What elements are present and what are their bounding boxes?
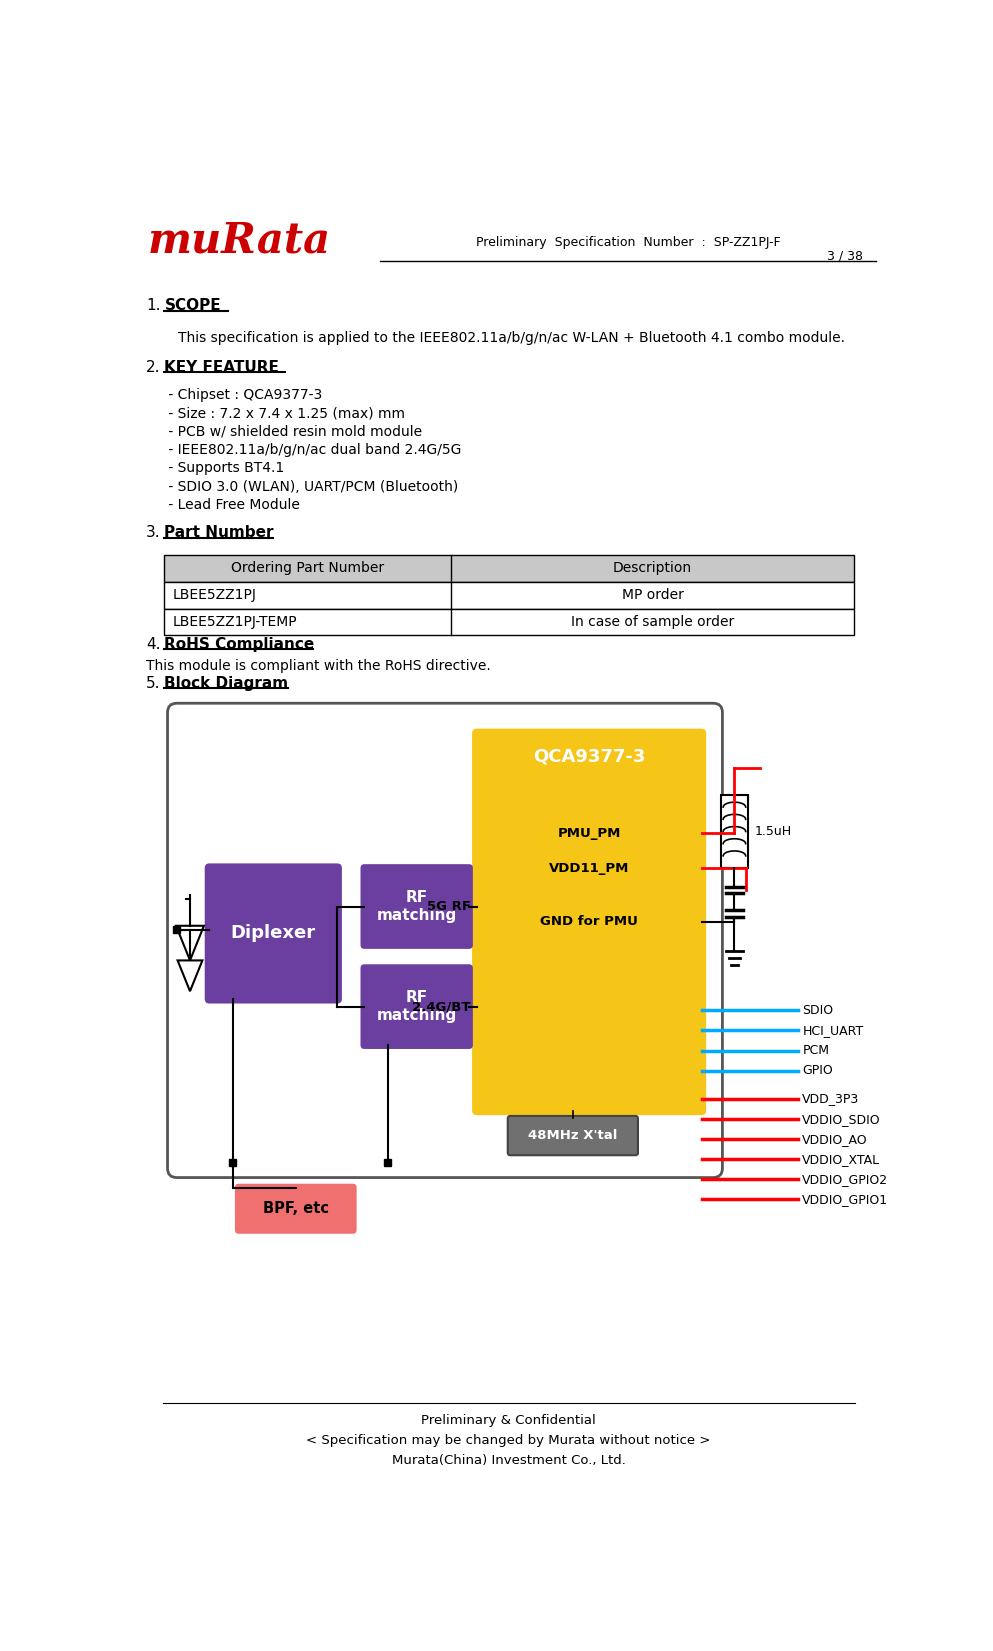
Text: VDDIO_GPIO2: VDDIO_GPIO2 <box>802 1172 889 1185</box>
Text: 4.: 4. <box>146 637 160 652</box>
Text: QCA9377-3: QCA9377-3 <box>533 748 645 766</box>
Text: 2.4G/BT: 2.4G/BT <box>412 1001 471 1014</box>
Bar <box>165 581 854 609</box>
Text: PCM: PCM <box>802 1043 829 1057</box>
Text: PMU_PM: PMU_PM <box>557 827 621 840</box>
FancyBboxPatch shape <box>235 1184 356 1233</box>
Text: < Specification may be changed by Murata without notice >: < Specification may be changed by Murata… <box>306 1433 711 1446</box>
Text: 5G RF: 5G RF <box>427 900 471 913</box>
Text: Preliminary  Specification  Number  :  SP-ZZ1PJ-F: Preliminary Specification Number : SP-ZZ… <box>476 236 780 249</box>
Text: 48MHz X'tal: 48MHz X'tal <box>528 1129 618 1142</box>
Text: LBEE5ZZ1PJ: LBEE5ZZ1PJ <box>172 588 256 603</box>
Text: RoHS Compliance: RoHS Compliance <box>165 637 315 652</box>
Text: - IEEE802.11a/b/g/n/ac dual band 2.4G/5G: - IEEE802.11a/b/g/n/ac dual band 2.4G/5G <box>165 442 462 457</box>
Text: RF
matching: RF matching <box>376 991 457 1024</box>
Text: - Supports BT4.1: - Supports BT4.1 <box>165 462 285 475</box>
Text: Block Diagram: Block Diagram <box>165 675 289 690</box>
Text: Ordering Part Number: Ordering Part Number <box>231 561 384 576</box>
Text: This module is compliant with the RoHS directive.: This module is compliant with the RoHS d… <box>146 659 491 672</box>
Text: 5.: 5. <box>146 675 160 690</box>
Bar <box>165 609 854 636</box>
Bar <box>174 926 181 933</box>
FancyBboxPatch shape <box>507 1116 638 1156</box>
Text: In case of sample order: In case of sample order <box>571 616 734 629</box>
Text: 1.: 1. <box>146 299 160 314</box>
Text: VDDIO_AO: VDDIO_AO <box>802 1133 868 1146</box>
Text: - Chipset : QCA9377-3: - Chipset : QCA9377-3 <box>165 388 323 401</box>
Text: muRata: muRata <box>147 220 331 261</box>
FancyBboxPatch shape <box>205 863 342 1004</box>
Text: RF
matching: RF matching <box>376 890 457 923</box>
Bar <box>165 555 854 581</box>
Text: 1.5uH: 1.5uH <box>755 826 791 839</box>
FancyBboxPatch shape <box>472 728 706 1114</box>
Text: VDD11_PM: VDD11_PM <box>549 862 630 875</box>
Text: Diplexer: Diplexer <box>230 925 316 943</box>
Text: MP order: MP order <box>622 588 683 603</box>
FancyBboxPatch shape <box>360 964 473 1048</box>
Text: GND for PMU: GND for PMU <box>540 915 638 928</box>
Text: - SDIO 3.0 (WLAN), UART/PCM (Bluetooth): - SDIO 3.0 (WLAN), UART/PCM (Bluetooth) <box>165 480 459 494</box>
Text: 3 / 38: 3 / 38 <box>827 249 863 263</box>
Text: - PCB w/ shielded resin mold module: - PCB w/ shielded resin mold module <box>165 424 423 439</box>
Text: GPIO: GPIO <box>802 1063 833 1076</box>
Text: VDDIO_GPIO1: VDDIO_GPIO1 <box>802 1192 889 1205</box>
Text: Preliminary & Confidential: Preliminary & Confidential <box>421 1413 596 1426</box>
Text: SDIO: SDIO <box>802 1004 833 1017</box>
FancyBboxPatch shape <box>168 703 723 1177</box>
Bar <box>721 794 748 868</box>
Text: KEY FEATURE: KEY FEATURE <box>165 360 279 375</box>
Text: HCI_UART: HCI_UART <box>802 1024 864 1037</box>
Text: This specification is applied to the IEEE802.11a/b/g/n/ac W-LAN + Bluetooth 4.1 : This specification is applied to the IEE… <box>179 330 845 345</box>
Text: - Lead Free Module: - Lead Free Module <box>165 499 300 512</box>
FancyBboxPatch shape <box>360 863 473 949</box>
Text: VDDIO_SDIO: VDDIO_SDIO <box>802 1113 881 1126</box>
Text: BPF, etc: BPF, etc <box>263 1202 329 1217</box>
Text: LBEE5ZZ1PJ-TEMP: LBEE5ZZ1PJ-TEMP <box>172 616 297 629</box>
Text: - Size : 7.2 x 7.4 x 1.25 (max) mm: - Size : 7.2 x 7.4 x 1.25 (max) mm <box>165 406 405 419</box>
Text: 3.: 3. <box>146 525 161 540</box>
Text: VDDIO_XTAL: VDDIO_XTAL <box>802 1152 881 1166</box>
Text: VDD_3P3: VDD_3P3 <box>802 1093 860 1106</box>
Bar <box>229 1159 236 1166</box>
Text: 2.: 2. <box>146 360 160 375</box>
Text: SCOPE: SCOPE <box>165 299 221 314</box>
Text: Murata(China) Investment Co., Ltd.: Murata(China) Investment Co., Ltd. <box>391 1453 626 1466</box>
Bar <box>384 1159 391 1166</box>
Text: Part Number: Part Number <box>165 525 274 540</box>
Text: Description: Description <box>613 561 692 576</box>
